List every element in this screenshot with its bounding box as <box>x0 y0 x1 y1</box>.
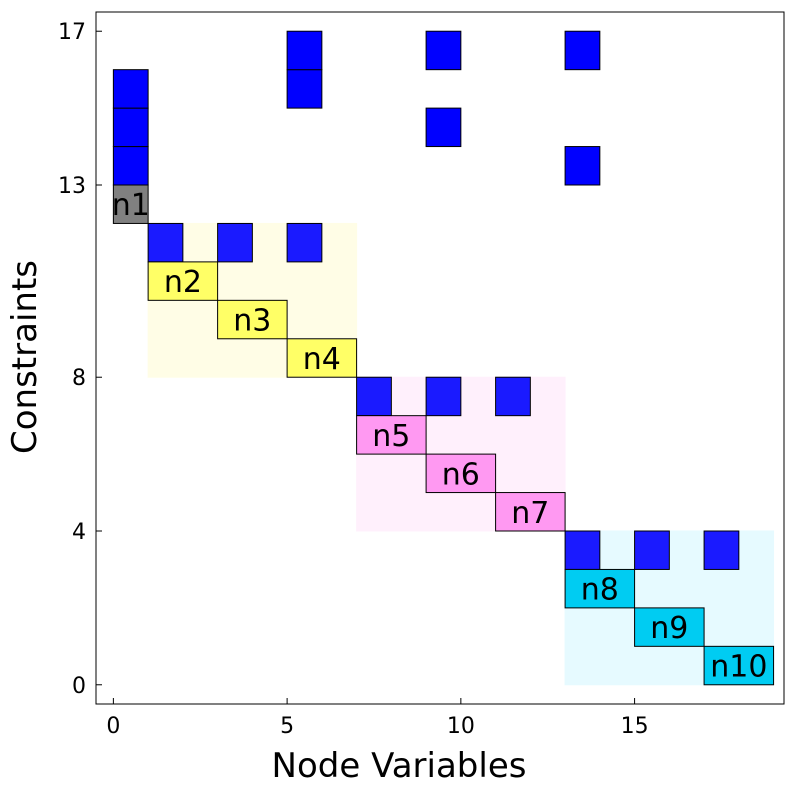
link-cell-16 <box>634 530 670 570</box>
node-label-n5: n5 <box>372 419 410 454</box>
node-block-n10 <box>703 645 775 686</box>
node-label-n9: n9 <box>650 611 688 646</box>
link-cell-14 <box>495 376 531 417</box>
node-label-n1: n1 <box>112 188 150 223</box>
link-cell-0 <box>112 146 149 186</box>
x-axis-label: Node Variables <box>272 746 527 786</box>
tick-layer: 0 5 10 15 0 4 8 13 17 <box>58 20 649 739</box>
node-label-n6: n6 <box>442 457 480 492</box>
link-cell-11 <box>286 222 323 263</box>
node-block-n6 <box>425 453 497 494</box>
node-block-n5 <box>356 415 427 455</box>
link-cell-9 <box>147 222 184 263</box>
node-label-n8: n8 <box>581 573 619 608</box>
node-layer: n1 n2 n3 n4 n5 n6 n7 n8 n9 n10 <box>112 184 775 686</box>
x-tick-label-10: 10 <box>447 714 475 739</box>
node-block-n3 <box>217 299 288 340</box>
link-cell-1 <box>112 107 149 148</box>
link-cell-17 <box>703 530 740 570</box>
y-tick-label-0: 0 <box>72 674 86 699</box>
y-tick-label-8: 8 <box>72 366 86 391</box>
node-label-n3: n3 <box>233 304 271 339</box>
node-block-n8 <box>564 568 636 609</box>
y-tick-label-4: 4 <box>72 520 86 545</box>
cell-layer <box>112 30 740 570</box>
y-tick-label-13: 13 <box>58 174 86 199</box>
x-tick-label-5: 5 <box>280 714 294 739</box>
node-label-n2: n2 <box>164 265 202 300</box>
link-cell-6 <box>425 30 462 71</box>
link-cell-7 <box>564 146 601 186</box>
link-cell-8 <box>564 30 601 71</box>
link-cell-15 <box>564 530 601 570</box>
node-label-n7: n7 <box>511 496 549 531</box>
y-axis-label: Constraints <box>5 260 45 454</box>
link-cell-3 <box>286 69 323 109</box>
x-tick-label-0: 0 <box>106 714 120 739</box>
node-block-n1 <box>112 184 149 224</box>
node-block-n9 <box>634 607 705 647</box>
link-cell-2 <box>112 69 149 109</box>
node-label-n4: n4 <box>303 342 341 377</box>
link-cell-4 <box>286 30 323 71</box>
link-cell-10 <box>217 222 253 263</box>
link-cell-5 <box>425 107 462 148</box>
link-cell-12 <box>356 376 392 417</box>
plot-frame <box>95 11 785 705</box>
node-block-n7 <box>495 492 566 532</box>
link-cell-13 <box>425 376 462 417</box>
node-block-n2 <box>147 261 219 301</box>
node-block-n4 <box>286 338 358 378</box>
y-tick-label-17: 17 <box>58 20 86 45</box>
node-label-n10: n10 <box>710 650 767 685</box>
x-tick-label-15: 15 <box>621 714 649 739</box>
